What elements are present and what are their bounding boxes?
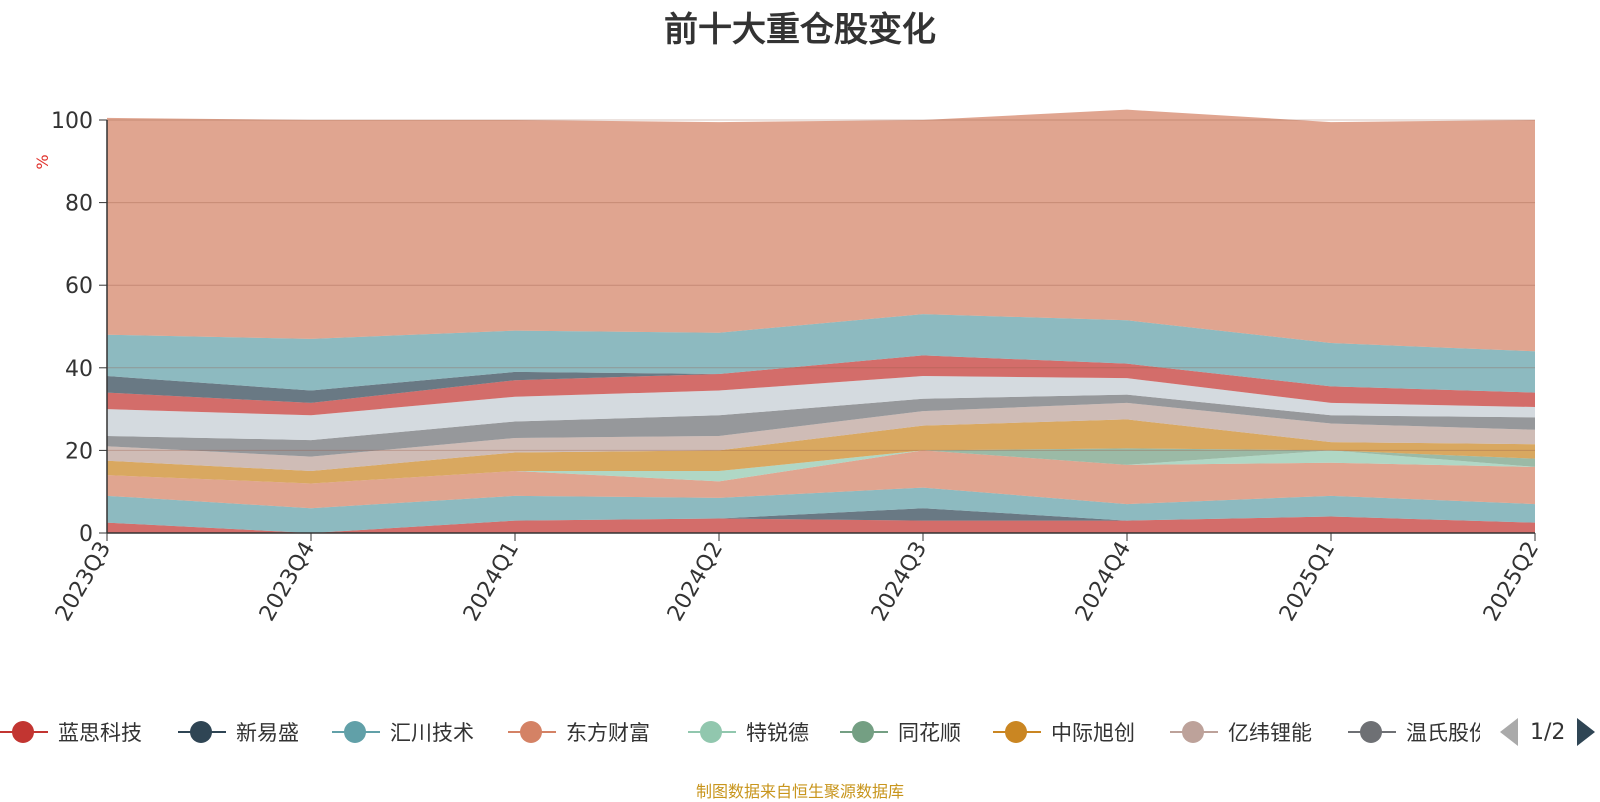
legend-symbol-icon <box>993 712 1041 752</box>
legend-label: 汇川技术 <box>390 721 474 745</box>
area-series-series-13 <box>107 109 1535 352</box>
area-series-亿纬锂能 <box>107 402 1535 472</box>
y-tick-label: 40 <box>65 357 93 382</box>
legend-item[interactable]: 东方财富 <box>508 712 650 752</box>
x-tick-label: 2025Q1 <box>1275 538 1340 626</box>
y-axis-unit-label: % <box>33 154 52 169</box>
area-series-series-9 <box>107 376 1535 441</box>
legend-label: 同花顺 <box>898 721 961 745</box>
legend-item[interactable]: 同花顺 <box>840 712 961 752</box>
legend-label: 中际旭创 <box>1051 721 1135 745</box>
area-series-series-11 <box>107 355 1535 403</box>
x-tick-label: 2024Q4 <box>1071 538 1136 626</box>
legend-label: 东方财富 <box>566 721 650 745</box>
legend-symbol-icon <box>1348 712 1396 752</box>
stacked-area-chart: 0 20 40 60 80 100 2023Q3 2023Q4 2024Q1 2024Q2 2024… <box>33 109 1544 626</box>
legend-item[interactable]: 温氏股份 <box>1348 712 1480 752</box>
x-tick-label: 2024Q1 <box>459 538 524 626</box>
legend-symbol-icon <box>840 712 888 752</box>
legend-label: 亿纬锂能 <box>1228 721 1312 745</box>
area-series-温氏股份 <box>107 394 1535 457</box>
legend-item[interactable]: 特锐德 <box>688 712 809 752</box>
area-series-中际旭创 <box>107 419 1535 484</box>
area-series-东方财富 <box>107 450 1535 509</box>
legend-label: 新易盛 <box>236 721 299 745</box>
legend-symbol-icon <box>508 712 556 752</box>
legend-page-indicator: 1/2 <box>1530 719 1566 745</box>
area-series-同花顺 <box>107 448 1535 484</box>
area-series-series-12 <box>107 314 1535 393</box>
legend: 蓝思科技 新易盛 汇川技术 东方财富 特锐德 同花顺 中际旭创 亿纬锂能 温氏股份 1/2 <box>0 712 1600 752</box>
legend-next-page-button[interactable] <box>1577 718 1596 746</box>
legend-item[interactable]: 蓝思科技 <box>0 712 142 752</box>
legend-pager: 1/2 <box>1500 712 1596 752</box>
legend-prev-page-button[interactable] <box>1500 718 1518 746</box>
legend-item[interactable]: 新易盛 <box>178 712 299 752</box>
legend-symbol-icon <box>688 712 736 752</box>
legend-item[interactable]: 亿纬锂能 <box>1170 712 1312 752</box>
legend-label: 蓝思科技 <box>58 721 142 745</box>
x-tick-label: 2023Q4 <box>255 538 320 626</box>
x-tick-label: 2024Q2 <box>663 538 728 626</box>
y-tick-label: 20 <box>65 439 93 464</box>
y-tick-label: 80 <box>65 192 93 217</box>
legend-label: 特锐德 <box>746 721 809 745</box>
x-tick-label: 2024Q3 <box>867 538 932 626</box>
grid-layer <box>107 119 1535 451</box>
y-tick-label: 100 <box>51 109 93 134</box>
legend-symbol-icon <box>0 712 48 752</box>
areas-layer <box>107 109 1535 533</box>
area-series-series-10 <box>107 355 1535 416</box>
legend-item[interactable]: 汇川技术 <box>332 712 474 752</box>
legend-label: 温氏股份 <box>1406 721 1480 745</box>
legend-symbol-icon <box>1170 712 1218 752</box>
legend-items: 蓝思科技 新易盛 汇川技术 东方财富 特锐德 同花顺 中际旭创 亿纬锂能 温氏股份 <box>0 712 1480 752</box>
legend-item[interactable]: 中际旭创 <box>993 712 1135 752</box>
legend-symbol-icon <box>332 712 380 752</box>
area-series-蓝思科技 <box>107 516 1535 533</box>
source-note: 制图数据来自恒生聚源数据库 <box>695 782 904 801</box>
legend-symbol-icon <box>178 712 226 752</box>
x-tick-label: 2025Q2 <box>1479 538 1544 626</box>
x-tick-label: 2023Q3 <box>51 538 116 626</box>
chart-title: 前十大重仓股变化 <box>664 10 936 50</box>
y-tick-label: 60 <box>65 274 93 299</box>
y-tick-label: 0 <box>79 522 93 547</box>
